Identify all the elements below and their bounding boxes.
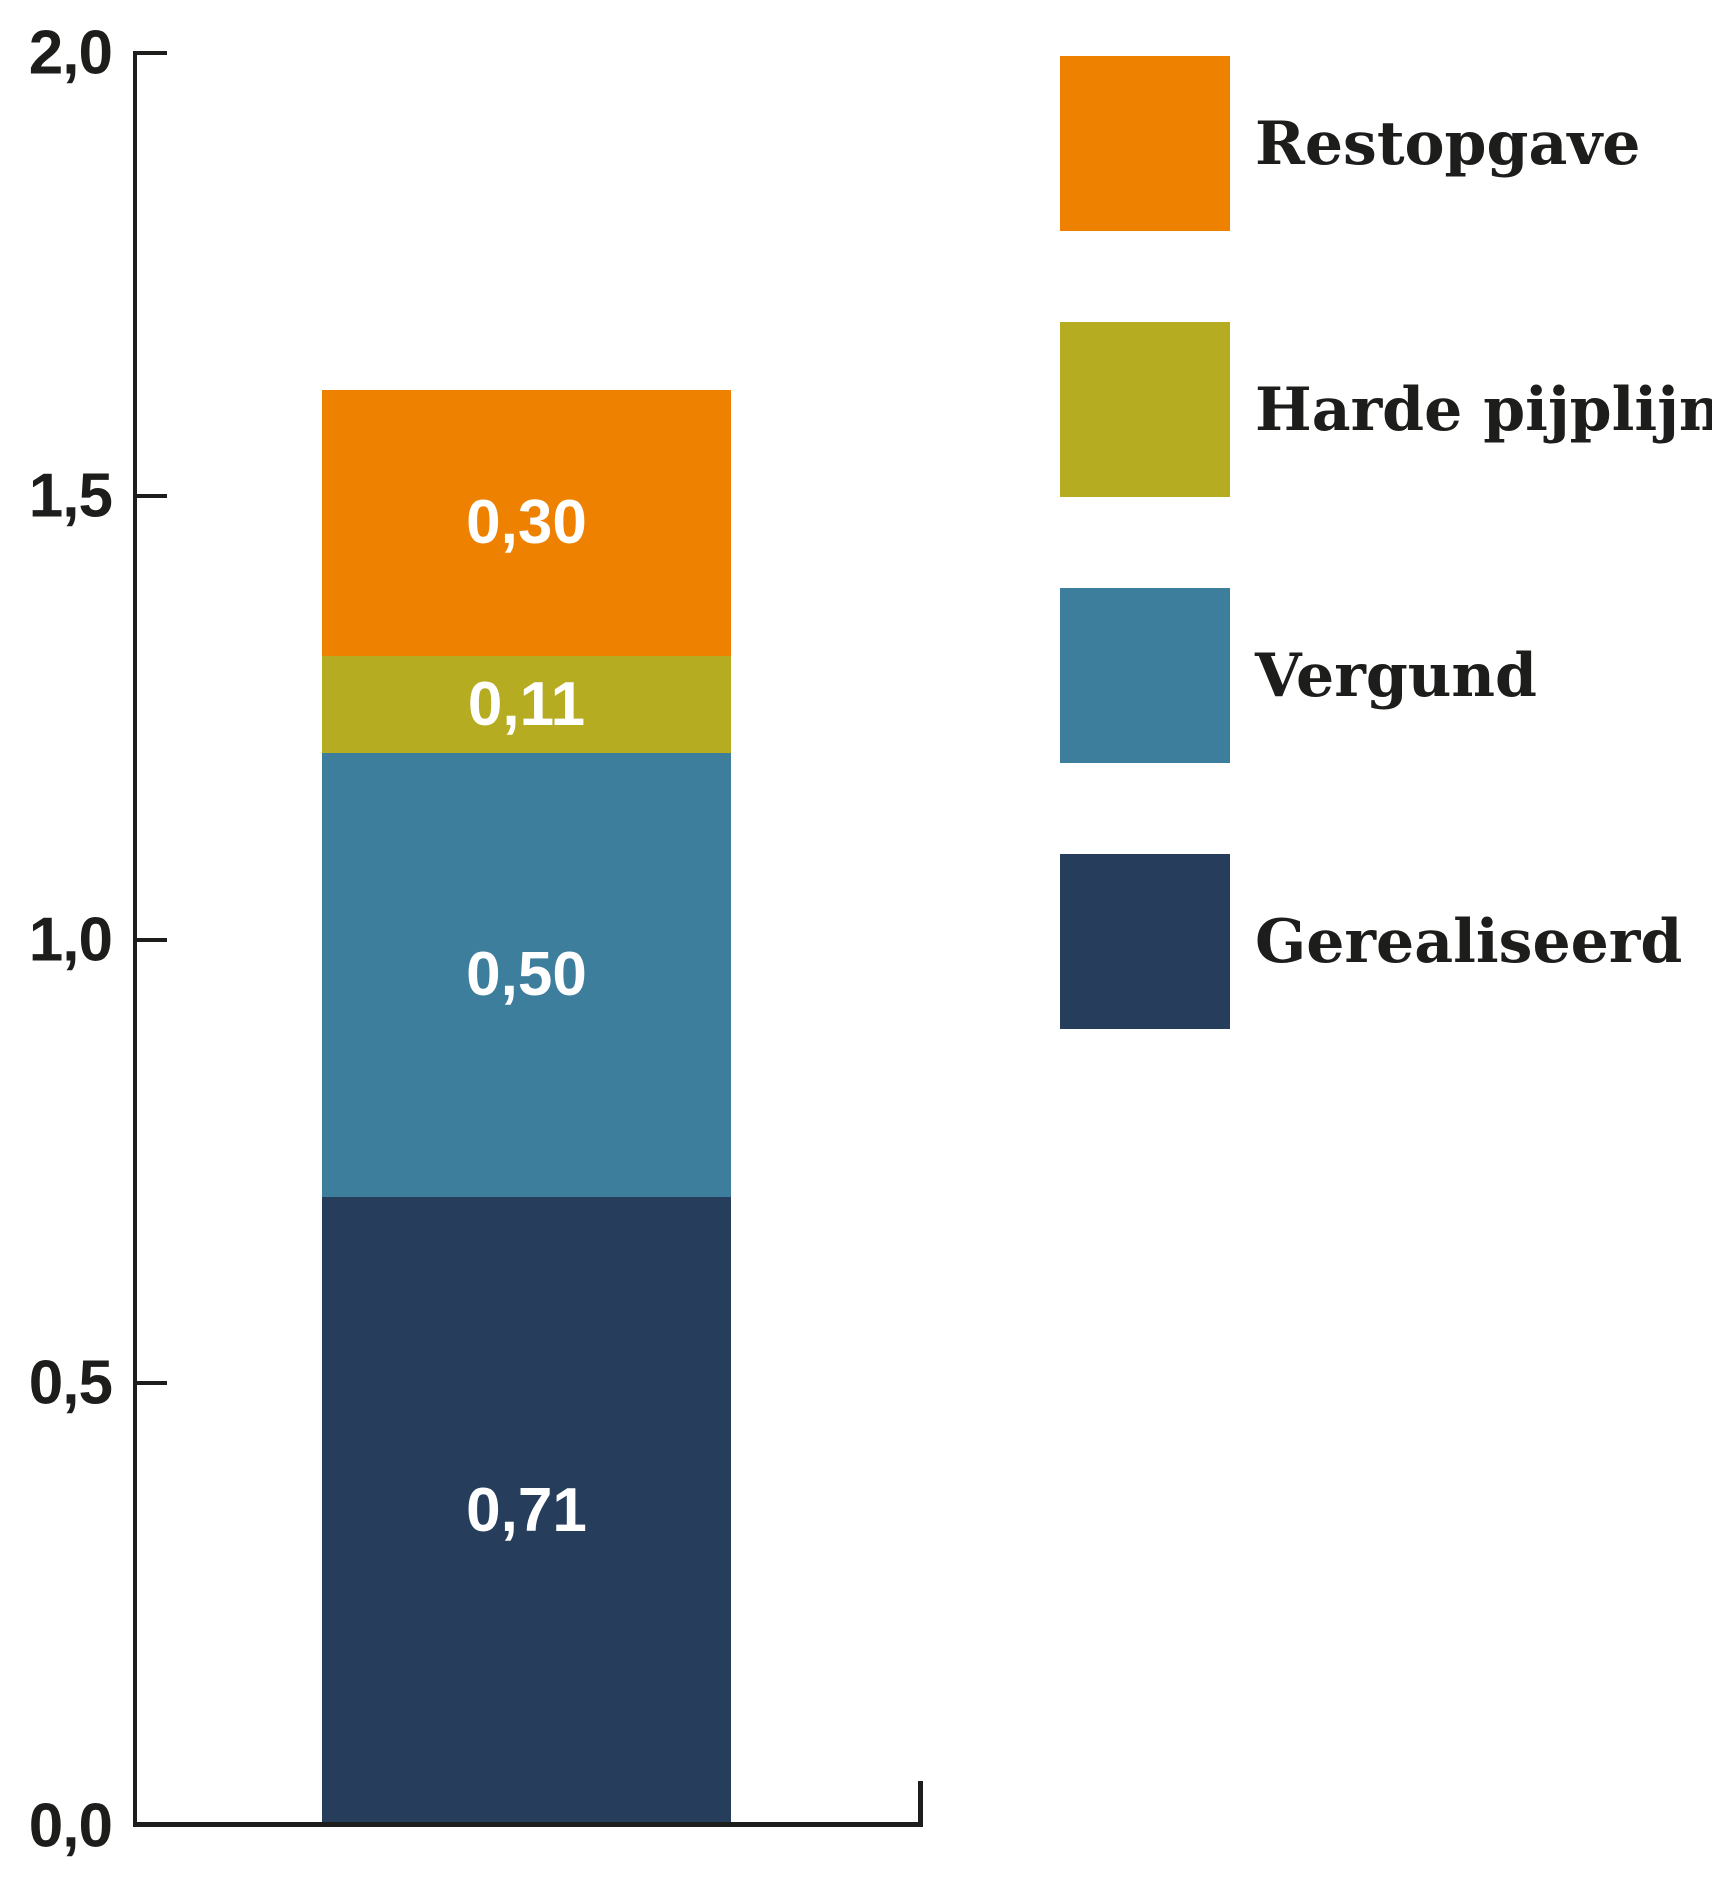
y-axis-tick [133, 51, 167, 55]
y-axis-tick-label-1-5: 1,5 [28, 461, 113, 531]
legend-label-vergund: Vergund [1255, 640, 1537, 711]
stacked-bar: 0,71 0,50 0,11 0,30 [322, 0, 731, 1881]
legend-item-restopgave: Restopgave [1060, 56, 1712, 231]
bar-segment-gerealiseerd: 0,71 [322, 1196, 731, 1826]
y-axis-tick [137, 937, 167, 942]
legend-label-gerealiseerd: Gerealiseerd [1255, 906, 1683, 977]
legend-label-harde-pijplijn: Harde pijplijn [1255, 374, 1712, 445]
legend-swatch-gerealiseerd [1060, 854, 1230, 1029]
bar-segment-harde-pijplijn: 0,11 [322, 655, 731, 754]
y-axis-tick-label-2-0: 2,0 [28, 18, 113, 88]
x-axis-end-tick [918, 1781, 923, 1826]
legend-swatch-harde-pijplijn [1060, 322, 1230, 497]
y-axis-line [133, 53, 137, 1826]
legend-item-gerealiseerd: Gerealiseerd [1060, 854, 1712, 1029]
legend-swatch-vergund [1060, 588, 1230, 763]
legend-item-harde-pijplijn: Harde pijplijn [1060, 322, 1712, 497]
y-axis-tick-label-0-0: 0,0 [28, 1791, 113, 1861]
y-axis-tick [137, 1380, 167, 1385]
y-axis-tick-label-1-0: 1,0 [28, 905, 113, 974]
y-axis-tick-label-0-5: 0,5 [28, 1348, 113, 1418]
bar-value-label: 0,30 [466, 487, 587, 557]
legend-item-vergund: Vergund [1060, 588, 1712, 763]
legend: Restopgave Harde pijplijn Vergund Gereal… [1060, 56, 1712, 1120]
bar-value-label: 0,11 [467, 669, 586, 739]
y-axis-labels: 2,0 1,5 1,0 0,5 0,0 [0, 0, 113, 1881]
bar-segment-vergund: 0,50 [322, 753, 731, 1197]
x-axis-line [133, 1822, 923, 1827]
bar-value-label: 0,50 [466, 939, 587, 1009]
bar-value-label: 0,71 [466, 1476, 587, 1546]
bar-segment-restopgave: 0,30 [322, 389, 731, 656]
legend-label-restopgave: Restopgave [1255, 108, 1641, 179]
legend-swatch-restopgave [1060, 56, 1230, 231]
y-axis-tick [137, 494, 167, 499]
